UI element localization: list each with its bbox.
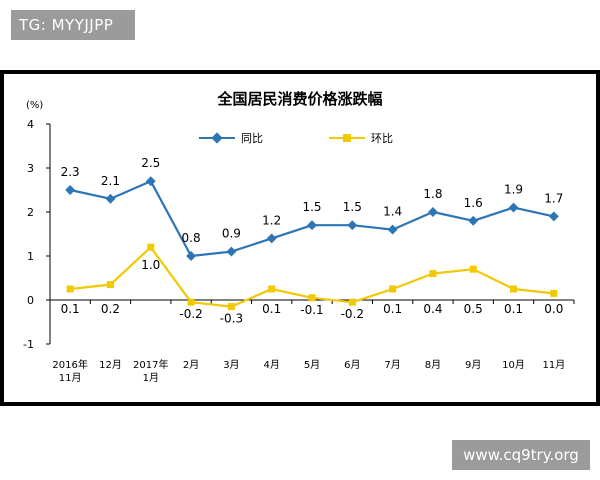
data-point: [145, 176, 156, 187]
chart-frame: 全国居民消费价格涨跌幅 (%) 4 3 2 1 0 -1 同比 环比 2.3 2.1 2.5 0.…: [0, 70, 600, 406]
x-tick-label: 3月: [223, 359, 239, 371]
data-label: 0.0: [544, 302, 563, 316]
x-tick-label: 11月: [542, 359, 565, 371]
data-point: [106, 281, 114, 289]
x-tick-label: 6月: [344, 359, 360, 371]
data-point: [508, 202, 519, 213]
data-label: 1.9: [504, 183, 523, 197]
watermark-top-left: TG: MYYJJPP: [11, 10, 135, 40]
data-label: 1.2: [262, 213, 281, 227]
data-point: [347, 220, 358, 231]
data-label: 2.3: [61, 165, 80, 179]
data-point: [66, 285, 74, 293]
data-point: [510, 285, 518, 293]
data-label: 1.7: [544, 191, 563, 205]
data-point: [266, 233, 277, 244]
data-label: 0.1: [61, 302, 80, 316]
data-point: [468, 215, 479, 226]
legend-label: 环比: [371, 132, 393, 145]
x-tick-label: 7月: [384, 359, 400, 371]
x-tick-label: 1月: [143, 372, 159, 384]
x-tick-label: 9月: [465, 359, 481, 371]
data-label: 0.1: [383, 302, 402, 316]
x-tick-label: 2月: [183, 359, 199, 371]
data-point: [548, 211, 559, 222]
data-label: 0.5: [464, 302, 483, 316]
data-point: [348, 298, 356, 306]
chart-title: 全国居民消费价格涨跌幅: [216, 90, 382, 108]
data-label: 1.6: [464, 196, 483, 210]
data-point: [427, 207, 438, 217]
data-label: 1.8: [423, 187, 442, 201]
series-line-0: [69, 180, 555, 258]
data-point: [389, 285, 397, 293]
data-point: [186, 251, 197, 261]
data-point: [387, 224, 398, 235]
legend-marker: [211, 132, 223, 144]
data-label: 1.0: [141, 258, 160, 272]
data-point: [105, 193, 116, 204]
data-label: -0.3: [220, 312, 243, 326]
data-label: 1.5: [343, 200, 362, 214]
data-label: 0.2: [101, 302, 120, 316]
y-tick-label: 4: [27, 118, 34, 131]
x-tick-label: 8月: [425, 359, 441, 371]
x-tick-label: 2017年: [133, 358, 168, 371]
data-point: [307, 220, 317, 231]
y-tick-label: 1: [27, 250, 34, 263]
cpi-line-chart: 全国居民消费价格涨跌幅 (%) 4 3 2 1 0 -1 同比 环比 2.3 2.1 2.5 0.…: [23, 90, 575, 384]
legend-marker: [343, 134, 351, 142]
data-point: [429, 270, 437, 278]
data-label: -0.2: [179, 307, 202, 321]
y-axis-unit-label: (%): [26, 100, 43, 111]
x-tick-label: 10月: [502, 359, 525, 371]
data-point: [187, 298, 195, 306]
data-point: [227, 303, 235, 311]
data-label: 0.8: [182, 231, 201, 245]
y-tick-label: 2: [27, 206, 34, 219]
data-label: -0.1: [300, 303, 323, 317]
watermark-bottom-right: www.cq9try.org: [452, 440, 590, 470]
data-label: 2.1: [101, 174, 120, 188]
data-point: [226, 246, 237, 257]
data-label: -0.2: [341, 307, 364, 321]
data-label: 0.1: [504, 302, 523, 316]
x-tick-label: 12月: [99, 359, 122, 371]
data-point: [268, 285, 276, 293]
x-tick-label: 2016年: [52, 358, 87, 371]
x-tick-label: 4月: [264, 359, 280, 371]
data-label: 2.5: [141, 156, 160, 170]
data-point: [550, 289, 558, 297]
y-tick-label: -1: [23, 338, 34, 351]
data-label: 1.4: [383, 205, 402, 219]
data-label: 0.9: [222, 227, 241, 241]
data-point: [147, 243, 155, 251]
y-tick-label: 0: [27, 294, 34, 307]
x-tick-label: 11月: [59, 372, 82, 384]
data-label: 1.5: [302, 200, 321, 214]
data-point: [308, 294, 316, 302]
legend-label: 同比: [241, 132, 263, 145]
data-point: [65, 185, 76, 195]
y-tick-label: 3: [27, 162, 34, 175]
data-point: [469, 265, 477, 273]
x-tick-label: 5月: [304, 359, 320, 371]
data-label: 0.4: [423, 302, 442, 316]
data-label: 0.1: [262, 302, 281, 316]
